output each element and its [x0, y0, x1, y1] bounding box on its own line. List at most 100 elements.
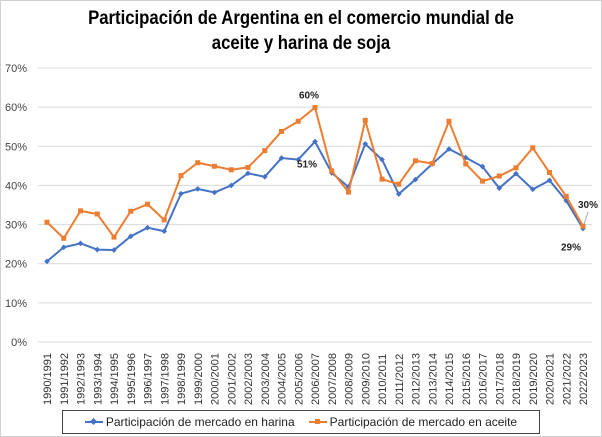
data-point [212, 163, 217, 169]
data-point [312, 138, 318, 145]
data-point [496, 173, 502, 179]
data-point [111, 234, 117, 240]
data-point [161, 228, 168, 235]
x-tick-label: 2006/2007 [310, 353, 322, 405]
data-point [329, 168, 335, 174]
x-tick-label: 2019/2020 [528, 353, 540, 405]
data-point [178, 173, 184, 179]
data-point [261, 173, 268, 180]
data-point [362, 117, 368, 123]
data-point [94, 211, 100, 217]
data-point [429, 161, 435, 167]
x-tick-label: 2009/2010 [360, 353, 372, 405]
data-point [513, 165, 519, 171]
x-tick-label: 2004/2005 [277, 353, 289, 405]
data-label: 60% [299, 91, 319, 102]
legend-swatch-aceite [308, 419, 327, 424]
data-point [295, 118, 301, 124]
data-point [245, 164, 251, 170]
data-point [195, 160, 201, 166]
legend-label-aceite: Participación de mercado en aceite [329, 415, 518, 429]
x-tick-label: 2022/2023 [578, 353, 590, 405]
x-tick-label: 1997/1998 [159, 353, 171, 405]
data-point [563, 193, 569, 199]
x-tick-label: 1994/1995 [109, 353, 121, 405]
legend-label-harina: Participación de mercado en harina [105, 415, 295, 429]
data-point [446, 118, 452, 124]
data-point [111, 247, 117, 253]
x-tick-label: 1998/1999 [176, 353, 188, 405]
y-tick-label: 10% [5, 298, 27, 310]
data-point [463, 161, 469, 167]
legend: Participación de mercado en harina Parti… [62, 410, 540, 434]
x-tick-label: 2001/2002 [226, 353, 238, 405]
annotation-leader-line [583, 212, 589, 225]
data-point [379, 156, 385, 163]
data-point [144, 224, 151, 231]
data-point [245, 170, 251, 177]
x-tick-label: 2005/2006 [293, 353, 305, 405]
x-tick-label: 2017/2018 [494, 353, 506, 405]
x-tick-label: 2002/2003 [243, 353, 255, 405]
data-point [546, 177, 553, 184]
x-tick-label: 2018/2019 [511, 353, 523, 405]
legend-item-aceite: Participación de mercado en aceite [308, 415, 518, 429]
data-point [580, 223, 586, 229]
y-tick-label: 30% [5, 220, 27, 232]
data-point [396, 181, 402, 187]
x-tick-label: 1999/2000 [193, 353, 205, 405]
x-tick-label: 2020/2021 [545, 353, 557, 405]
legend-item-harina: Participación de mercado en harina [84, 415, 295, 429]
data-point [77, 240, 84, 247]
data-point [279, 128, 284, 134]
x-tick-label: 2007/2008 [327, 353, 339, 405]
x-tick-label: 1990/1991 [42, 353, 54, 405]
y-tick-label: 0% [11, 337, 27, 349]
data-point [395, 191, 402, 197]
x-tick-label: 2010/2011 [377, 354, 389, 405]
y-tick-label: 50% [5, 141, 27, 153]
data-point [362, 141, 369, 147]
data-point [94, 246, 101, 253]
x-tick-label: 1992/1993 [76, 353, 88, 405]
data-point [262, 148, 268, 154]
data-point [547, 170, 552, 176]
y-tick-label: 70% [5, 63, 27, 75]
x-tick-label: 2014/2015 [444, 353, 456, 405]
y-tick-label: 60% [5, 102, 27, 114]
data-point [530, 145, 536, 151]
data-point [346, 189, 351, 195]
x-tick-label: 2011/2012 [394, 354, 406, 405]
chart-title-line-2: aceite y harina de soja [211, 33, 391, 54]
chart-title: Participación de Argentina en el comerci… [36, 6, 566, 56]
x-tick-label: 1996/1997 [143, 353, 155, 405]
x-tick-label: 1995/1996 [126, 353, 138, 405]
data-point [412, 176, 419, 183]
data-point [278, 155, 285, 161]
data-point [211, 189, 218, 196]
data-point [513, 170, 519, 177]
x-tick-label: 2021/2022 [561, 353, 573, 405]
data-point [228, 167, 234, 173]
data-point [480, 178, 485, 184]
chart-title-line-1: Participación de Argentina en el comerci… [88, 8, 514, 29]
data-point [379, 176, 385, 182]
data-point [127, 233, 134, 240]
x-tick-label: 1993/1994 [92, 353, 104, 405]
x-tick-label: 2008/2009 [344, 353, 356, 405]
x-tick-label: 2015/2016 [461, 353, 473, 405]
data-point [128, 208, 134, 214]
data-point [78, 208, 83, 214]
data-point [496, 185, 503, 191]
legend-swatch-harina [84, 417, 103, 426]
data-point [446, 146, 452, 152]
data-point [145, 201, 150, 207]
x-tick-label: 2013/2014 [427, 353, 439, 405]
x-tick-label: 1991/1992 [59, 353, 71, 405]
series-line-1 [46, 105, 584, 240]
data-point [194, 186, 201, 192]
x-tick-label: 2012/2013 [411, 353, 423, 405]
data-point [295, 156, 302, 163]
data-label: 29% [561, 242, 581, 253]
